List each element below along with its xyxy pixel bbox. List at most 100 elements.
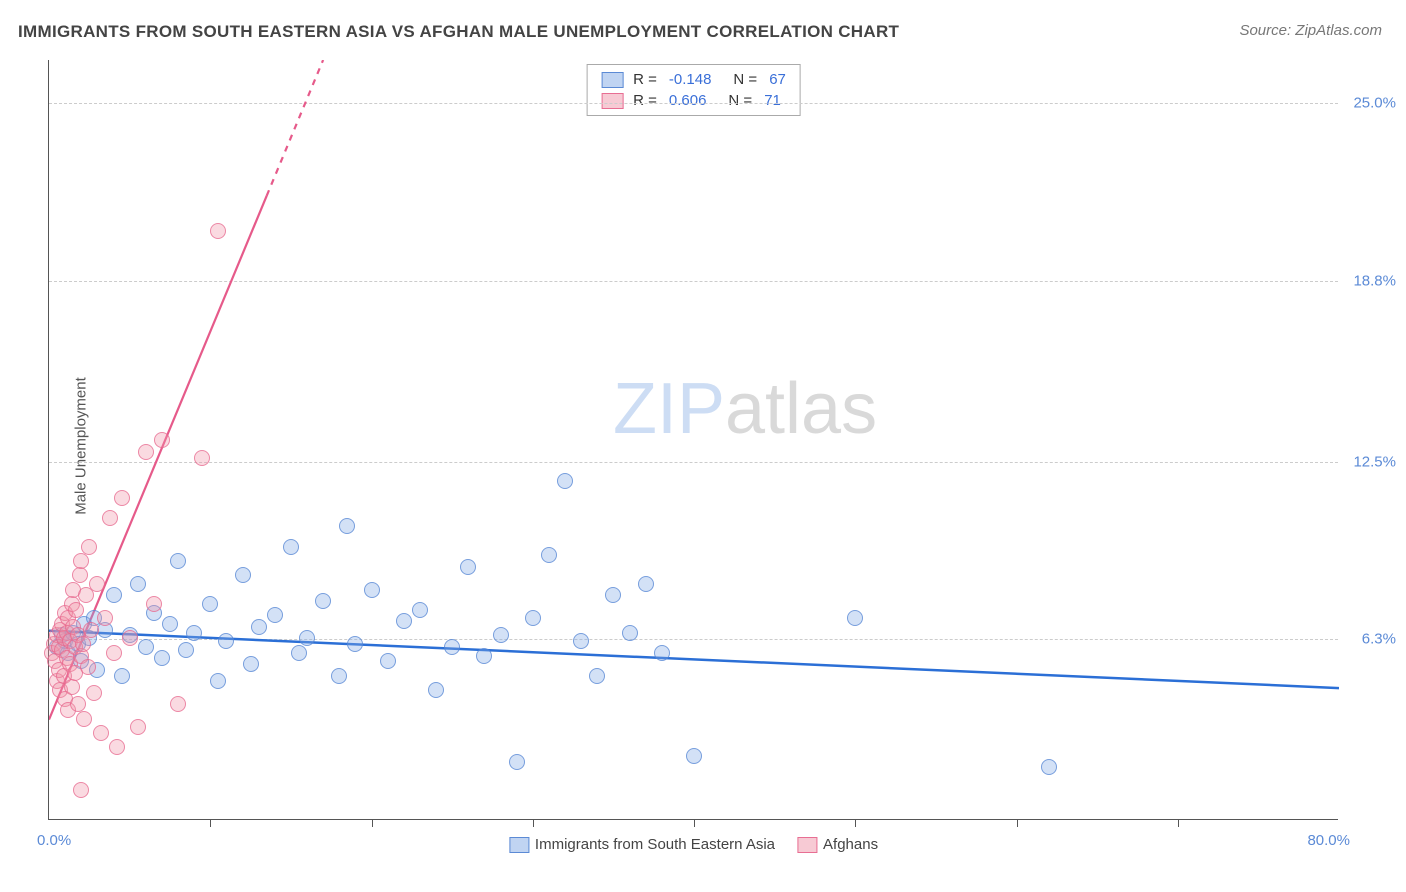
legend-label: Afghans — [823, 836, 878, 853]
data-point — [412, 602, 428, 618]
legend-r-label: R = — [633, 71, 657, 88]
watermark-atlas: atlas — [725, 369, 877, 449]
gridline — [49, 103, 1338, 104]
data-point — [251, 619, 267, 635]
chart-container: IMMIGRANTS FROM SOUTH EASTERN ASIA VS AF… — [0, 0, 1406, 892]
data-point — [76, 711, 92, 727]
regression-overlay — [49, 60, 1339, 820]
data-point — [75, 636, 91, 652]
data-point — [589, 668, 605, 684]
data-point — [114, 668, 130, 684]
data-point — [509, 754, 525, 770]
data-point — [109, 739, 125, 755]
x-tick — [855, 819, 856, 827]
data-point — [1041, 759, 1057, 775]
data-point — [525, 610, 541, 626]
y-tick-label: 18.8% — [1353, 272, 1396, 289]
data-point — [557, 473, 573, 489]
gridline — [49, 639, 1338, 640]
legend-swatch-pink — [797, 837, 817, 853]
x-tick — [694, 819, 695, 827]
data-point — [847, 610, 863, 626]
x-tick — [210, 819, 211, 827]
data-point — [210, 673, 226, 689]
data-point — [299, 630, 315, 646]
data-point — [170, 553, 186, 569]
data-point — [493, 627, 509, 643]
legend-item-pink: Afghans — [797, 836, 878, 853]
legend-swatch-blue — [601, 72, 623, 88]
data-point — [72, 567, 88, 583]
series-legend: Immigrants from South Eastern Asia Afgha… — [509, 836, 878, 853]
legend-row-pink: R = 0.606 N = 71 — [601, 90, 786, 111]
y-tick-label: 25.0% — [1353, 95, 1396, 112]
data-point — [130, 719, 146, 735]
x-tick — [533, 819, 534, 827]
data-point — [210, 223, 226, 239]
data-point — [89, 576, 105, 592]
watermark: ZIPatlas — [613, 368, 877, 450]
source-attribution: Source: ZipAtlas.com — [1239, 22, 1382, 39]
data-point — [86, 685, 102, 701]
data-point — [106, 587, 122, 603]
data-point — [460, 559, 476, 575]
data-point — [364, 582, 380, 598]
watermark-zip: ZIP — [613, 369, 725, 449]
data-point — [146, 596, 162, 612]
data-point — [428, 682, 444, 698]
plot-area: ZIPatlas R = -0.148 N = 67 R = 0.606 N =… — [48, 60, 1338, 820]
x-axis-max: 80.0% — [1307, 832, 1350, 849]
correlation-legend: R = -0.148 N = 67 R = 0.606 N = 71 — [586, 64, 801, 116]
data-point — [218, 633, 234, 649]
legend-label: Immigrants from South Eastern Asia — [535, 836, 775, 853]
legend-row-blue: R = -0.148 N = 67 — [601, 69, 786, 90]
data-point — [186, 625, 202, 641]
data-point — [291, 645, 307, 661]
x-axis-min: 0.0% — [37, 832, 71, 849]
data-point — [93, 725, 109, 741]
data-point — [130, 576, 146, 592]
data-point — [654, 645, 670, 661]
data-point — [154, 432, 170, 448]
legend-n-value: 67 — [769, 71, 786, 88]
data-point — [541, 547, 557, 563]
data-point — [605, 587, 621, 603]
legend-r-value: 0.606 — [669, 92, 707, 109]
data-point — [339, 518, 355, 534]
data-point — [573, 633, 589, 649]
data-point — [267, 607, 283, 623]
data-point — [170, 696, 186, 712]
data-point — [331, 668, 347, 684]
data-point — [114, 490, 130, 506]
legend-r-label: R = — [633, 92, 657, 109]
data-point — [106, 645, 122, 661]
data-point — [243, 656, 259, 672]
data-point — [396, 613, 412, 629]
data-point — [194, 450, 210, 466]
data-point — [686, 748, 702, 764]
data-point — [444, 639, 460, 655]
legend-swatch-blue — [509, 837, 529, 853]
data-point — [283, 539, 299, 555]
legend-n-label: N = — [733, 71, 757, 88]
data-point — [476, 648, 492, 664]
data-point — [154, 650, 170, 666]
data-point — [97, 610, 113, 626]
data-point — [73, 782, 89, 798]
data-point — [178, 642, 194, 658]
gridline — [49, 281, 1338, 282]
data-point — [622, 625, 638, 641]
y-tick-label: 12.5% — [1353, 453, 1396, 470]
data-point — [73, 553, 89, 569]
data-point — [80, 659, 96, 675]
data-point — [138, 639, 154, 655]
data-point — [102, 510, 118, 526]
gridline — [49, 462, 1338, 463]
data-point — [235, 567, 251, 583]
legend-n-label: N = — [728, 92, 752, 109]
x-tick — [1017, 819, 1018, 827]
legend-n-value: 71 — [764, 92, 781, 109]
y-tick-label: 6.3% — [1362, 631, 1396, 648]
x-tick — [372, 819, 373, 827]
data-point — [347, 636, 363, 652]
